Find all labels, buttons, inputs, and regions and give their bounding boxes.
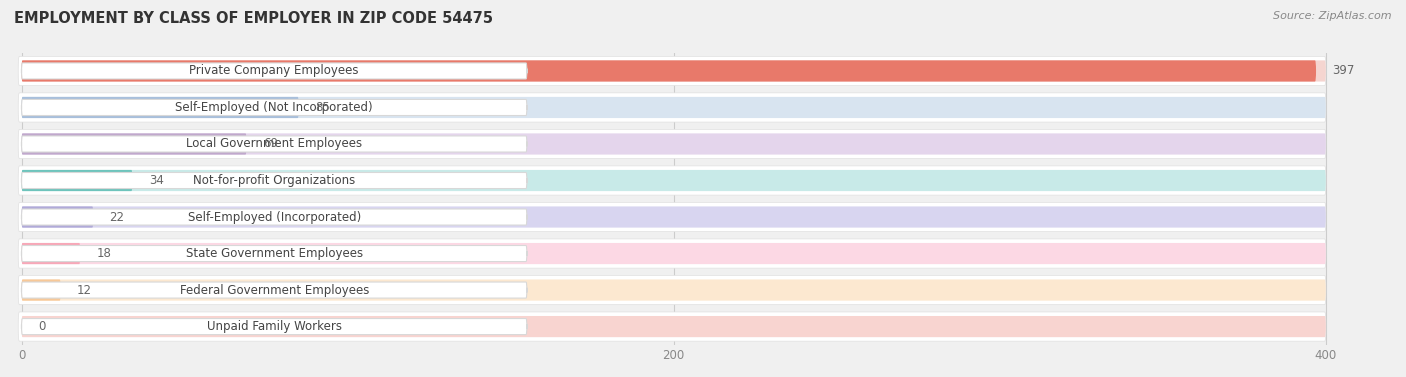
FancyBboxPatch shape: [21, 63, 527, 79]
FancyBboxPatch shape: [21, 136, 527, 152]
FancyBboxPatch shape: [21, 243, 80, 264]
FancyBboxPatch shape: [18, 93, 1326, 122]
FancyBboxPatch shape: [21, 207, 93, 228]
Text: 69: 69: [263, 138, 278, 150]
Text: State Government Employees: State Government Employees: [186, 247, 363, 260]
FancyBboxPatch shape: [18, 202, 1326, 231]
FancyBboxPatch shape: [21, 170, 1326, 191]
Text: Source: ZipAtlas.com: Source: ZipAtlas.com: [1274, 11, 1392, 21]
FancyBboxPatch shape: [21, 97, 298, 118]
FancyBboxPatch shape: [18, 129, 1326, 159]
FancyBboxPatch shape: [21, 243, 1326, 264]
Text: Federal Government Employees: Federal Government Employees: [180, 284, 368, 297]
Text: Unpaid Family Workers: Unpaid Family Workers: [207, 320, 342, 333]
FancyBboxPatch shape: [21, 282, 527, 298]
FancyBboxPatch shape: [21, 279, 60, 300]
FancyBboxPatch shape: [21, 207, 1326, 228]
Text: Not-for-profit Organizations: Not-for-profit Organizations: [193, 174, 356, 187]
FancyBboxPatch shape: [21, 133, 1326, 155]
FancyBboxPatch shape: [18, 239, 1326, 268]
FancyBboxPatch shape: [21, 279, 1326, 300]
FancyBboxPatch shape: [18, 312, 1326, 341]
FancyBboxPatch shape: [21, 172, 527, 188]
Text: Local Government Employees: Local Government Employees: [186, 138, 363, 150]
FancyBboxPatch shape: [21, 319, 527, 335]
FancyBboxPatch shape: [18, 276, 1326, 305]
Text: Private Company Employees: Private Company Employees: [190, 64, 359, 77]
FancyBboxPatch shape: [18, 56, 1326, 86]
FancyBboxPatch shape: [21, 316, 1326, 337]
FancyBboxPatch shape: [21, 133, 246, 155]
Text: 34: 34: [149, 174, 163, 187]
Text: 12: 12: [77, 284, 91, 297]
Text: 22: 22: [110, 210, 125, 224]
FancyBboxPatch shape: [21, 170, 132, 191]
FancyBboxPatch shape: [21, 209, 527, 225]
FancyBboxPatch shape: [18, 166, 1326, 195]
Text: Self-Employed (Incorporated): Self-Employed (Incorporated): [187, 210, 361, 224]
FancyBboxPatch shape: [21, 97, 1326, 118]
Text: EMPLOYMENT BY CLASS OF EMPLOYER IN ZIP CODE 54475: EMPLOYMENT BY CLASS OF EMPLOYER IN ZIP C…: [14, 11, 494, 26]
Text: 18: 18: [97, 247, 111, 260]
FancyBboxPatch shape: [21, 100, 527, 115]
Text: 0: 0: [38, 320, 45, 333]
Text: 85: 85: [315, 101, 330, 114]
FancyBboxPatch shape: [21, 60, 1326, 81]
FancyBboxPatch shape: [21, 60, 1316, 81]
Text: 397: 397: [1333, 64, 1355, 77]
FancyBboxPatch shape: [21, 245, 527, 262]
Text: Self-Employed (Not Incorporated): Self-Employed (Not Incorporated): [176, 101, 373, 114]
